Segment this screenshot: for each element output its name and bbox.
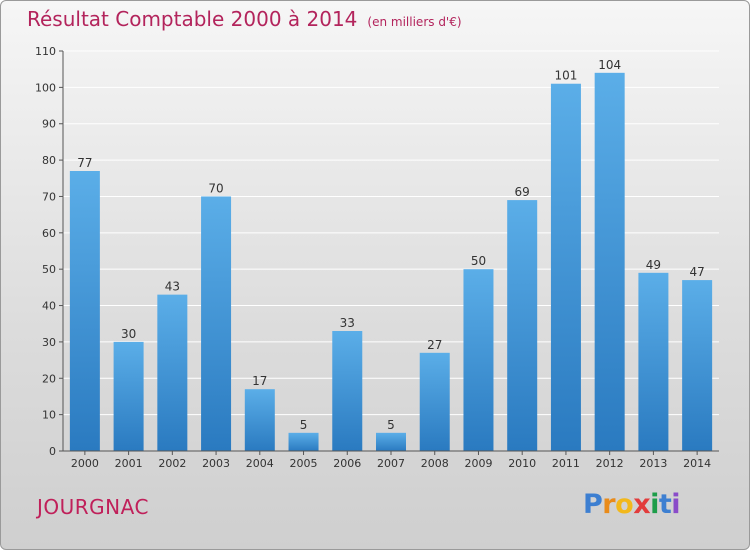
bar-value-label: 17 <box>252 374 267 388</box>
y-tick-label: 30 <box>42 336 56 349</box>
x-tick-label: 2014 <box>683 457 711 470</box>
x-tick-label: 2009 <box>464 457 492 470</box>
y-tick-label: 40 <box>42 300 56 313</box>
bar <box>594 72 625 452</box>
x-tick-label: 2005 <box>290 457 318 470</box>
y-tick-label: 0 <box>49 445 56 458</box>
bar <box>332 331 363 451</box>
bar <box>376 432 406 451</box>
bar <box>638 272 669 451</box>
bar-value-label: 49 <box>646 258 661 272</box>
bar-value-label: 5 <box>387 418 395 432</box>
title-unit: (en milliers d'€) <box>367 15 462 29</box>
x-tick-label: 2010 <box>508 457 536 470</box>
axes: 0 10 20 30 40 50 60 70 80 90 100 110 2000 2001 2002 200… <box>35 45 719 470</box>
x-tick-label: 2004 <box>246 457 274 470</box>
x-tick-label: 2008 <box>421 457 449 470</box>
bar <box>682 280 713 451</box>
bar-value-label: 33 <box>340 316 355 330</box>
bar <box>244 389 275 451</box>
x-tick-label: 2011 <box>552 457 580 470</box>
y-tick-label: 10 <box>42 409 56 422</box>
logo-letter: o <box>615 489 634 520</box>
y-tick-label: 110 <box>35 45 56 58</box>
x-tick-label: 2001 <box>115 457 143 470</box>
x-tick-label: 2003 <box>202 457 230 470</box>
x-tick-label: 2007 <box>377 457 405 470</box>
value-labels: 77 30 43 70 17 5 33 5 27 50 69 101 104 49 47 <box>77 58 705 432</box>
logo-letter: t <box>658 489 672 520</box>
commune-name: JOURGNAC <box>37 495 149 519</box>
y-tick-label: 80 <box>42 154 56 167</box>
y-tick-label: 100 <box>35 81 56 94</box>
bar <box>69 171 100 451</box>
chart-title: Résultat Comptable 2000 à 2014 (en millie… <box>27 7 462 31</box>
bar <box>157 294 188 451</box>
bar-value-label: 43 <box>165 280 180 294</box>
x-tick-label: 2006 <box>333 457 361 470</box>
x-tick-label: 2000 <box>71 457 99 470</box>
bar-value-label: 69 <box>515 185 530 199</box>
bar-value-label: 70 <box>208 181 223 195</box>
bars <box>69 72 713 452</box>
y-tick-label: 20 <box>42 372 56 385</box>
bar <box>507 200 538 451</box>
bar <box>201 196 232 451</box>
logo-letter: i <box>671 489 681 520</box>
logo-letter: i <box>650 489 659 520</box>
bar-value-label: 50 <box>471 254 486 268</box>
y-tick-label: 70 <box>42 190 56 203</box>
bar <box>463 269 494 451</box>
y-tick-label: 60 <box>42 227 56 240</box>
x-tick-label: 2012 <box>596 457 624 470</box>
bar-value-label: 77 <box>77 156 92 170</box>
y-tick-label: 90 <box>42 118 56 131</box>
logo-letter: x <box>633 489 651 520</box>
bar <box>113 341 144 451</box>
logo-letter: r <box>602 489 616 520</box>
title-text: Résultat Comptable 2000 à 2014 <box>27 7 358 31</box>
x-tick-label: 2002 <box>158 457 186 470</box>
proxiti-logo: Proxiti <box>583 489 681 520</box>
bar <box>550 83 581 452</box>
bar-value-label: 30 <box>121 327 136 341</box>
bar-value-label: 5 <box>300 418 308 432</box>
logo-letter: P <box>583 489 603 520</box>
bar <box>288 432 319 451</box>
bar-value-label: 47 <box>689 265 704 279</box>
bar <box>419 352 450 451</box>
bar-value-label: 101 <box>554 69 577 83</box>
bar-value-label: 27 <box>427 338 442 352</box>
bar-value-label: 104 <box>598 58 621 72</box>
x-tick-label: 2013 <box>639 457 667 470</box>
y-tick-label: 50 <box>42 263 56 276</box>
